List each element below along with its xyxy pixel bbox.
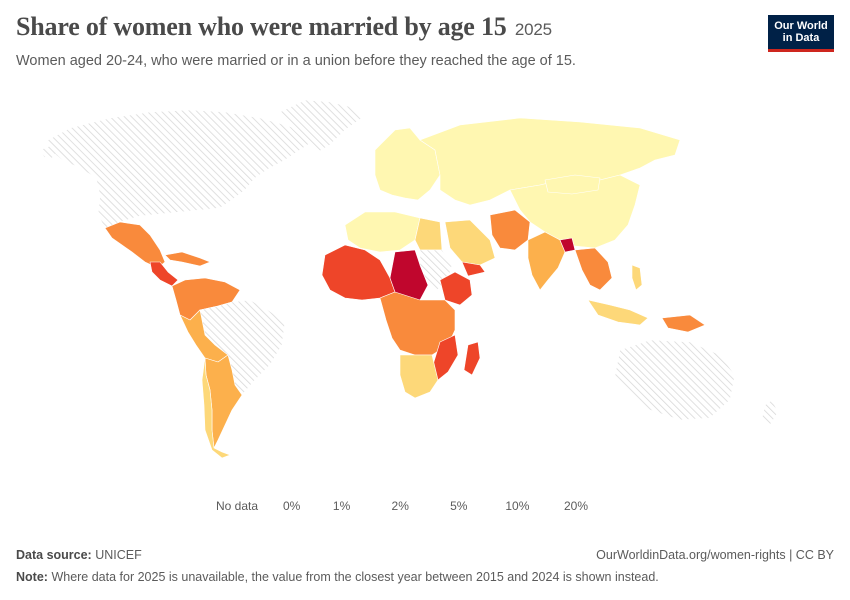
region-new-zealand[interactable] <box>761 399 779 426</box>
footer-credit-link[interactable]: OurWorldinData.org/women-rights | CC BY <box>596 548 834 562</box>
region-india[interactable] <box>527 231 566 291</box>
region-southeast-asia[interactable] <box>574 247 613 291</box>
region-australia[interactable] <box>614 339 736 421</box>
note-label: Note: <box>16 570 48 584</box>
region-southern-africa[interactable] <box>399 354 439 399</box>
region-north-africa[interactable] <box>344 211 421 253</box>
logo-line-2: in Data <box>782 32 820 44</box>
logo-line-1: Our World <box>774 20 828 32</box>
owid-logo[interactable]: Our World in Data <box>768 15 834 52</box>
footer-source: Data source: UNICEF <box>16 548 142 562</box>
region-philippines[interactable] <box>631 264 643 291</box>
note-value: Where data for 2025 is unavailable, the … <box>51 570 659 584</box>
region-png[interactable] <box>661 314 706 333</box>
source-value: UNICEF <box>95 548 142 562</box>
region-mexico[interactable] <box>104 221 166 269</box>
region-sahel-west[interactable] <box>321 244 396 301</box>
legend-bin-label: 1% <box>333 499 351 510</box>
map-legend: No data 0% 1% 2% 5% 10% 20% <box>216 499 588 510</box>
region-mongolia[interactable] <box>544 174 601 195</box>
region-europe[interactable] <box>374 127 441 201</box>
title-text: Share of women who were married by age 1… <box>16 12 507 41</box>
region-arabia[interactable] <box>444 219 496 266</box>
legend-no-data-label: No data <box>216 499 258 510</box>
footer-note: Note: Where data for 2025 is unavailable… <box>16 570 659 584</box>
legend-bin-label: 2% <box>392 499 410 510</box>
region-caribbean[interactable] <box>164 251 211 267</box>
region-north-america[interactable] <box>47 109 313 229</box>
region-indonesia[interactable] <box>587 299 649 326</box>
title-year: 2025 <box>514 20 552 39</box>
legend-bin-label: 10% <box>505 499 529 510</box>
region-chile[interactable] <box>201 357 231 459</box>
region-iran[interactable] <box>489 209 531 251</box>
region-central-america[interactable] <box>149 261 179 287</box>
region-greenland[interactable] <box>279 99 363 153</box>
region-egypt[interactable] <box>414 217 443 251</box>
legend-bin-label: 20% <box>564 499 588 510</box>
region-yemen[interactable] <box>461 261 486 277</box>
world-map: No data 0% 1% 2% 5% 10% 20% <box>39 99 779 510</box>
source-label: Data source: <box>16 548 92 562</box>
region-madagascar[interactable] <box>463 341 481 376</box>
chart-title: Share of women who were married by age 1… <box>16 12 552 42</box>
legend-bin-label: 5% <box>450 499 468 510</box>
chart-subtitle: Women aged 20-24, who were married or in… <box>16 53 576 69</box>
region-alaska-islands[interactable] <box>39 145 59 159</box>
legend-bin-label: 0% <box>283 499 301 510</box>
